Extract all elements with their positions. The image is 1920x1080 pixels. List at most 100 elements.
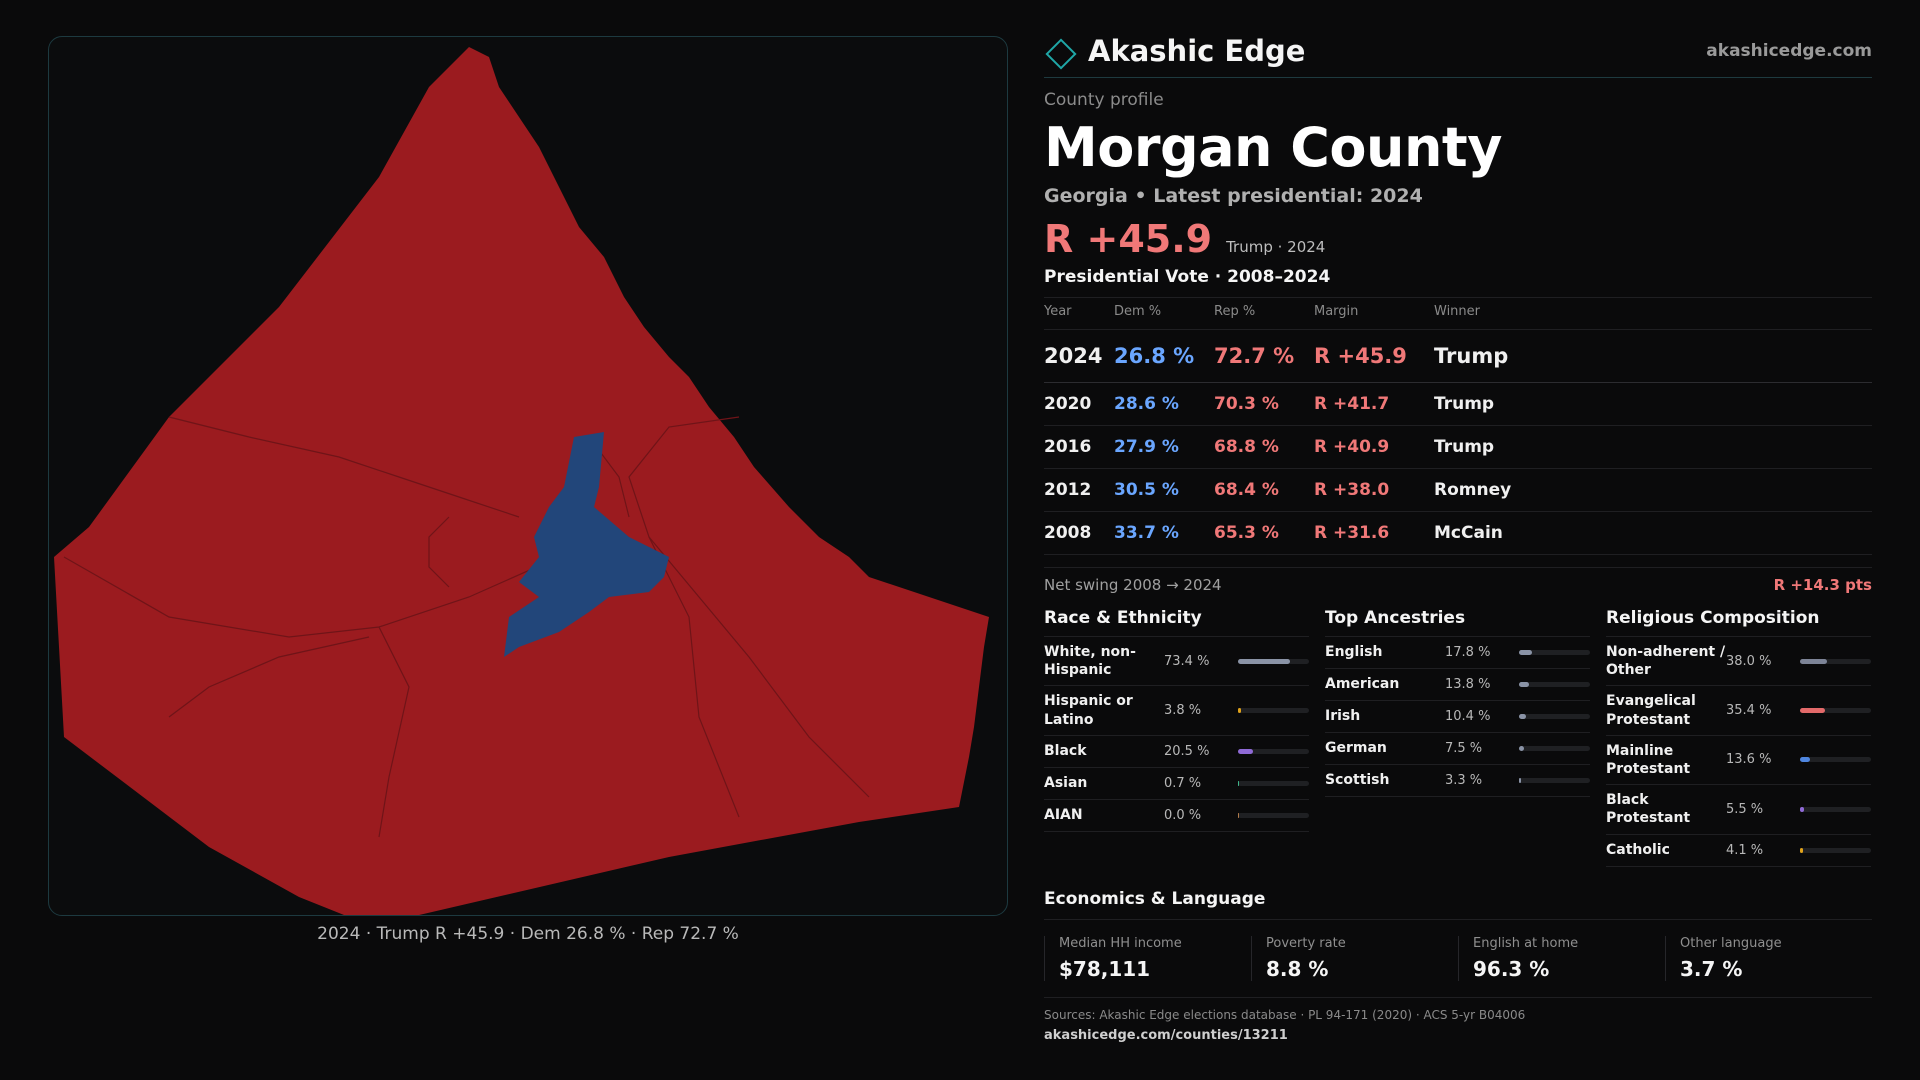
stat-label: Other language bbox=[1680, 935, 1782, 951]
list-item: Black Protestant 5.5 % bbox=[1606, 785, 1871, 835]
item-bar bbox=[1800, 658, 1871, 664]
list-item: Black 20.5 % bbox=[1044, 736, 1309, 768]
item-bar bbox=[1800, 757, 1871, 763]
stat-poverty-rate: Poverty rate 8.8 % bbox=[1251, 935, 1458, 981]
col-year: Year bbox=[1044, 297, 1114, 330]
cell-rep: 70.3 % bbox=[1214, 382, 1314, 426]
item-bar-fill bbox=[1238, 658, 1291, 664]
item-value: 3.3 % bbox=[1445, 773, 1483, 788]
brand-url-link[interactable]: akashicedge.com bbox=[1706, 40, 1872, 61]
list-item: White, non-Hispanic 73.4 % bbox=[1044, 637, 1309, 687]
swing-value: R +14.3 pts bbox=[1773, 576, 1872, 594]
item-bar bbox=[1800, 847, 1871, 853]
county-map-svg bbox=[54, 47, 989, 915]
item-label: Black Protestant bbox=[1606, 792, 1691, 827]
source-url-link[interactable]: akashicedge.com/counties/13211 bbox=[1044, 1027, 1288, 1043]
list-item: Catholic 4.1 % bbox=[1606, 835, 1871, 867]
stat-other-language: Other language 3.7 % bbox=[1665, 935, 1872, 981]
item-label: German bbox=[1325, 740, 1387, 757]
cell-rep: 68.8 % bbox=[1214, 425, 1314, 469]
county-dem-area bbox=[504, 432, 669, 657]
stat-value: 8.8 % bbox=[1266, 956, 1329, 981]
item-value: 38.0 % bbox=[1726, 653, 1772, 669]
item-value: 5.5 % bbox=[1726, 801, 1764, 817]
item-bar-fill bbox=[1519, 778, 1522, 783]
religion-list: Religious Composition Non-adherent / Oth… bbox=[1606, 608, 1871, 867]
margin-value: R +45.9 bbox=[1044, 217, 1213, 261]
cell-margin: R +41.7 bbox=[1314, 382, 1434, 426]
religion-title: Religious Composition bbox=[1606, 608, 1871, 637]
cell-margin: R +40.9 bbox=[1314, 425, 1434, 469]
item-bar bbox=[1519, 650, 1590, 655]
table-row: 2020 28.6 % 70.3 % R +41.7 Trump bbox=[1044, 382, 1872, 426]
item-bar bbox=[1238, 780, 1309, 786]
vote-table: Year Dem % Rep % Margin Winner 2024 26.8… bbox=[1044, 297, 1872, 555]
table-row: 2024 26.8 % 72.7 % R +45.9 Trump bbox=[1044, 329, 1872, 383]
table-row: 2008 33.7 % 65.3 % R +31.6 McCain bbox=[1044, 511, 1872, 555]
table-row: 2012 30.5 % 68.4 % R +38.0 Romney bbox=[1044, 468, 1872, 512]
stat-median-income: Median HH income $78,111 bbox=[1044, 935, 1251, 981]
cell-year: 2012 bbox=[1044, 468, 1114, 512]
profile-eyebrow: County profile bbox=[1044, 90, 1164, 110]
stat-label: English at home bbox=[1473, 935, 1579, 951]
item-value: 73.4 % bbox=[1164, 653, 1210, 669]
item-bar bbox=[1800, 806, 1871, 812]
cell-rep: 65.3 % bbox=[1214, 511, 1314, 555]
vote-table-title: Presidential Vote · 2008–2024 bbox=[1044, 267, 1331, 287]
item-bar bbox=[1238, 812, 1309, 818]
item-label: American bbox=[1325, 676, 1400, 693]
item-bar bbox=[1238, 708, 1309, 714]
col-dem: Dem % bbox=[1114, 297, 1214, 330]
item-bar-fill bbox=[1238, 748, 1253, 754]
cell-margin: R +31.6 bbox=[1314, 511, 1434, 555]
stat-value: $78,111 bbox=[1059, 956, 1151, 981]
race-title: Race & Ethnicity bbox=[1044, 608, 1309, 637]
item-bar bbox=[1519, 714, 1590, 719]
brand[interactable]: Akashic Edge bbox=[1044, 34, 1305, 70]
item-value: 35.4 % bbox=[1726, 703, 1772, 719]
item-bar-fill bbox=[1800, 708, 1826, 714]
item-bar-fill bbox=[1800, 757, 1810, 763]
item-bar-fill bbox=[1238, 780, 1240, 786]
cell-winner: Trump bbox=[1434, 329, 1872, 383]
item-bar-fill bbox=[1800, 658, 1827, 664]
item-label: Mainline Protestant bbox=[1606, 742, 1691, 777]
cell-rep: 68.4 % bbox=[1214, 468, 1314, 512]
item-label: Hispanic or Latino bbox=[1044, 693, 1133, 728]
stat-label: Median HH income bbox=[1059, 935, 1182, 951]
item-value: 20.5 % bbox=[1164, 743, 1210, 759]
cell-dem: 26.8 % bbox=[1114, 329, 1214, 383]
item-bar-fill bbox=[1519, 650, 1532, 655]
cell-year: 2020 bbox=[1044, 382, 1114, 426]
cell-year: 2008 bbox=[1044, 511, 1114, 555]
list-item: AIAN 0.0 % bbox=[1044, 800, 1309, 832]
item-bar-fill bbox=[1519, 714, 1527, 719]
ancestry-title: Top Ancestries bbox=[1325, 608, 1590, 637]
cell-dem: 27.9 % bbox=[1114, 425, 1214, 469]
county-map[interactable] bbox=[48, 36, 1008, 916]
cell-margin: R +38.0 bbox=[1314, 468, 1434, 512]
item-value: 13.8 % bbox=[1445, 677, 1491, 692]
cell-year: 2016 bbox=[1044, 425, 1114, 469]
item-value: 0.7 % bbox=[1164, 775, 1202, 791]
item-label: Irish bbox=[1325, 708, 1361, 725]
item-label: Black bbox=[1044, 743, 1087, 760]
stat-value: 96.3 % bbox=[1473, 956, 1550, 981]
ancestry-list: Top Ancestries English 17.8 % American 13.8… bbox=[1325, 608, 1590, 867]
net-swing: Net swing 2008 → 2024 R +14.3 pts bbox=[1044, 567, 1872, 594]
profile-subtitle: Georgia • Latest presidential: 2024 bbox=[1044, 185, 1423, 207]
item-value: 4.1 % bbox=[1726, 842, 1764, 858]
cell-year: 2024 bbox=[1044, 329, 1114, 383]
list-item: Asian 0.7 % bbox=[1044, 768, 1309, 800]
ancestry-rows: English 17.8 % American 13.8 % Irish 10.4 % Ge… bbox=[1325, 637, 1590, 797]
county-rep-area bbox=[54, 47, 989, 915]
item-value: 13.6 % bbox=[1726, 752, 1772, 768]
item-label: Non-adherent / Other bbox=[1606, 644, 1726, 679]
stat-label: Poverty rate bbox=[1266, 935, 1346, 951]
brand-logo-icon bbox=[1045, 37, 1077, 70]
sources-note: Sources: Akashic Edge elections database… bbox=[1044, 996, 1872, 1022]
county-profile-panel: Akashic Edge akashicedge.com County prof… bbox=[1044, 30, 1872, 1043]
item-label: English bbox=[1325, 644, 1383, 661]
item-bar-fill bbox=[1238, 708, 1241, 714]
cell-rep: 72.7 % bbox=[1214, 329, 1314, 383]
